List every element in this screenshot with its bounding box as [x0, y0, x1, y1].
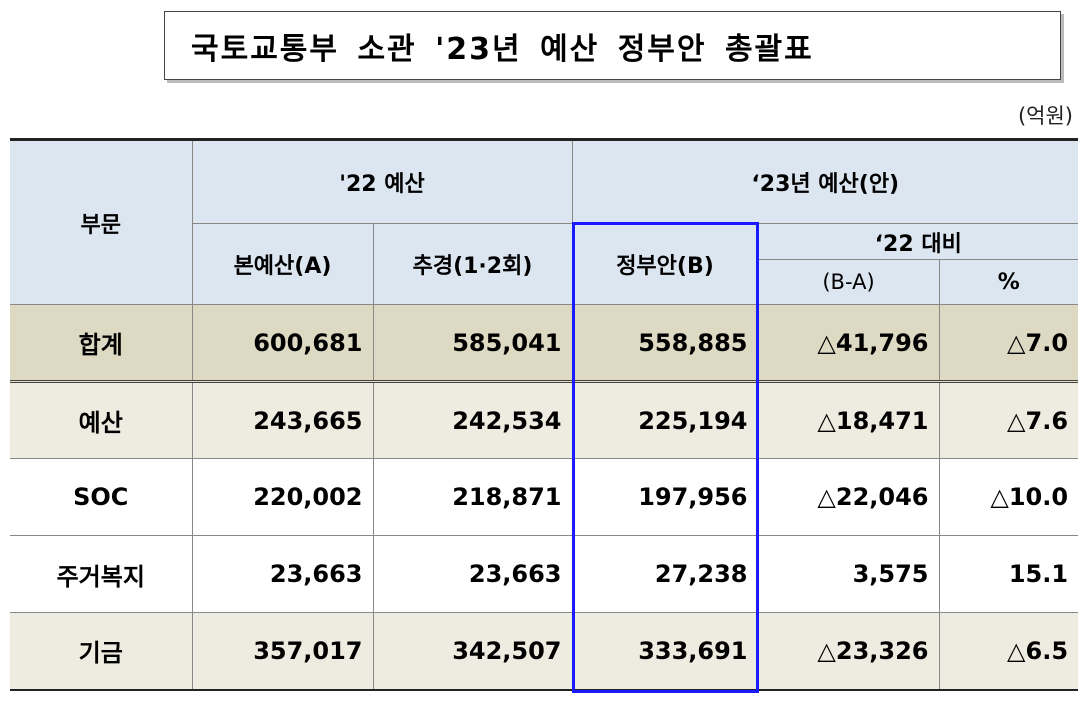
header-supplementary: 추경(1·2회): [372, 223, 573, 305]
cell-pct: △7.6: [938, 381, 1079, 459]
cell-gov: 27,238: [571, 535, 759, 613]
header-base: 본예산(A): [192, 223, 374, 305]
cell-gov: 225,194: [571, 381, 759, 459]
cell-base: 243,665: [191, 381, 374, 459]
cell-diff: △22,046: [757, 458, 940, 536]
header-budget23: ‘23년 예산(안): [571, 138, 1079, 224]
row-name: 합계: [10, 304, 193, 383]
cell-pct: △6.5: [938, 612, 1079, 691]
header-budget22: '22 예산: [191, 138, 573, 224]
unit-label: (억원): [1017, 104, 1073, 128]
cell-diff: △18,471: [757, 381, 940, 459]
header-pct: %: [938, 259, 1079, 305]
table-row: 주거복지 23,663 23,663 27,238 3,575 15.1: [10, 535, 1079, 613]
row-name: 기금: [10, 612, 193, 691]
cell-base: 23,663: [191, 535, 374, 613]
cell-supp: 242,534: [372, 381, 573, 459]
cell-diff: △41,796: [757, 304, 940, 383]
cell-supp: 342,507: [372, 612, 573, 691]
cell-supp: 218,871: [372, 458, 573, 536]
cell-diff: 3,575: [757, 535, 940, 613]
row-name: SOC: [10, 458, 193, 536]
cell-pct: △10.0: [938, 458, 1079, 536]
budget-table: 부문 '22 예산 ‘23년 예산(안) 본예산(A) 추경(1·2회) 정부안…: [10, 138, 1079, 691]
row-name: 예산: [10, 381, 193, 459]
cell-diff: △23,326: [757, 612, 940, 691]
cell-supp: 585,041: [372, 304, 573, 383]
cell-base: 600,681: [191, 304, 374, 383]
row-name: 주거복지: [10, 535, 193, 613]
cell-gov: 558,885: [571, 304, 759, 383]
header-diff: (B-A): [758, 259, 940, 305]
cell-base: 357,017: [191, 612, 374, 691]
header-vs22: ‘22 대비: [757, 223, 1079, 260]
title-box: 국토교통부 소관 '23년 예산 정부안 총괄표: [164, 11, 1061, 80]
table-row-total: 합계 600,681 585,041 558,885 △41,796 △7.0: [10, 304, 1079, 383]
cell-gov: 197,956: [571, 458, 759, 536]
table-row: 예산 243,665 242,534 225,194 △18,471 △7.6: [10, 381, 1079, 459]
table-row: 기금 357,017 342,507 333,691 △23,326 △6.5: [10, 612, 1079, 691]
cell-base: 220,002: [191, 458, 374, 536]
header-category: 부문: [10, 138, 193, 305]
cell-supp: 23,663: [372, 535, 573, 613]
cell-gov: 333,691: [571, 612, 759, 691]
page-title: 국토교통부 소관 '23년 예산 정부안 총괄표: [191, 31, 814, 67]
cell-pct: 15.1: [938, 535, 1079, 613]
table-row: SOC 220,002 218,871 197,956 △22,046 △10.…: [10, 458, 1079, 536]
cell-pct: △7.0: [938, 304, 1079, 383]
header-gov-proposal: 정부안(B): [571, 223, 759, 305]
